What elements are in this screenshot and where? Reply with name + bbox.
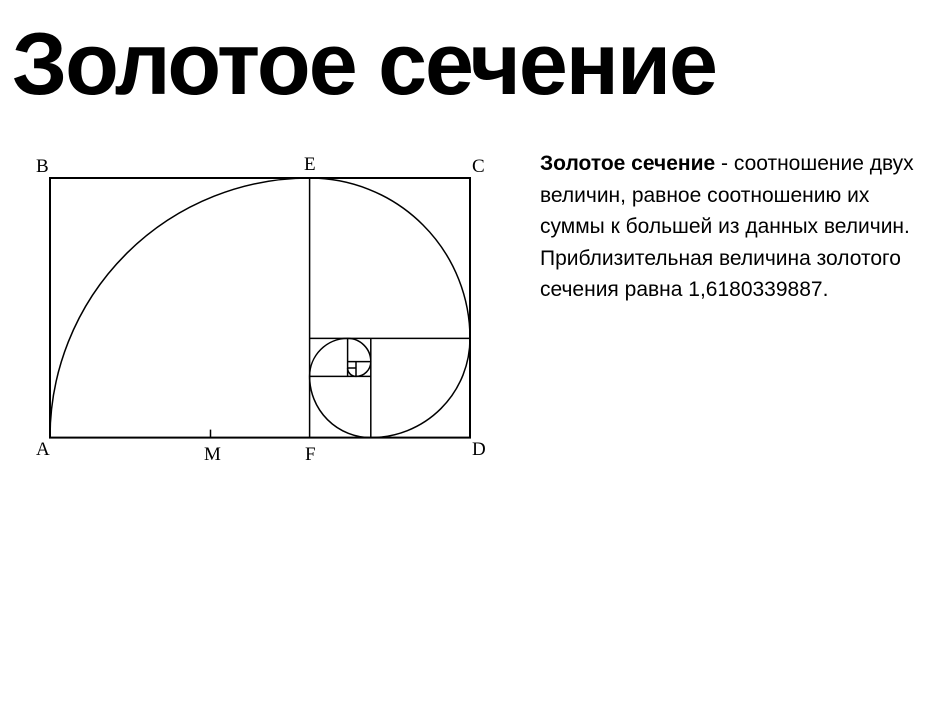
description-term: Золотое сечение bbox=[540, 152, 715, 175]
point-label-B: B bbox=[36, 156, 49, 177]
description-text: Золотое сечение - соотношение двух велич… bbox=[500, 148, 920, 306]
point-label-D: D bbox=[472, 439, 486, 460]
point-label-M: M bbox=[204, 444, 221, 465]
page-title: Золотое сечение bbox=[0, 0, 940, 108]
point-label-F: F bbox=[305, 444, 316, 465]
point-label-E: E bbox=[304, 154, 316, 175]
golden-spiral-diagram: A B C D E F M bbox=[20, 148, 500, 473]
content-row: A B C D E F M Золотое сечение - соотношение дв… bbox=[0, 108, 940, 473]
point-label-A: A bbox=[36, 439, 50, 460]
golden-spiral-svg: A B C D E F M bbox=[20, 148, 500, 468]
point-label-C: C bbox=[472, 156, 485, 177]
